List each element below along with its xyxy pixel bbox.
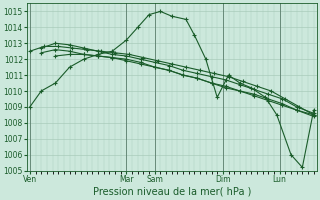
X-axis label: Pression niveau de la mer( hPa ): Pression niveau de la mer( hPa ) <box>92 187 251 197</box>
